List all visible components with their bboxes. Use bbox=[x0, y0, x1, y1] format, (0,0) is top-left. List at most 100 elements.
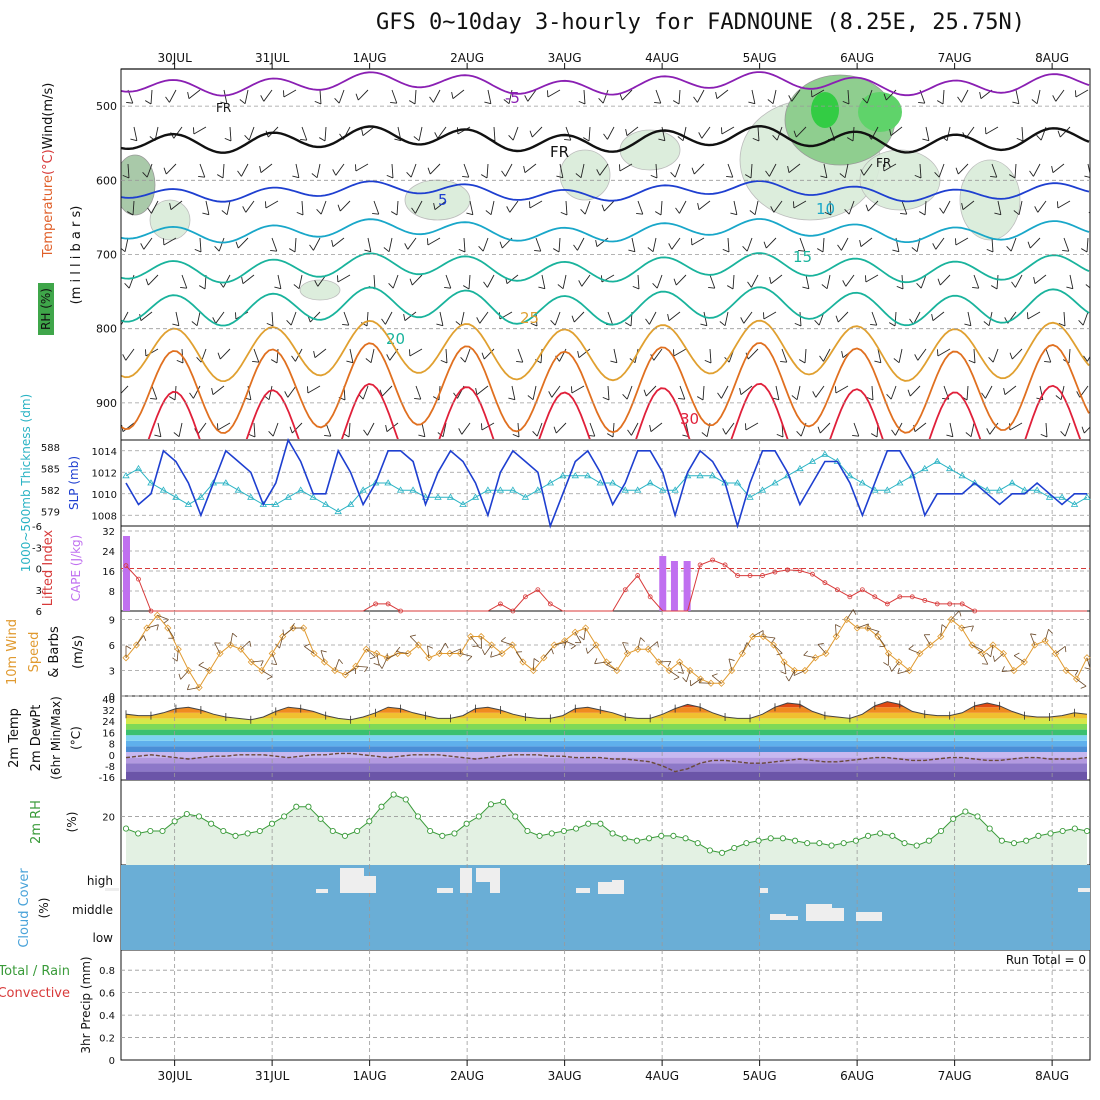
rh-line-point bbox=[195, 813, 203, 820]
wind-barb bbox=[745, 163, 753, 179]
rh-line-point bbox=[706, 847, 713, 854]
wind-barb bbox=[217, 348, 231, 360]
lifted-index-point bbox=[385, 601, 391, 607]
thickness-line-point bbox=[184, 500, 193, 507]
wind-barb bbox=[793, 126, 807, 138]
wind-barb bbox=[763, 311, 777, 320]
wind-ylabel: (m/s) bbox=[71, 635, 86, 669]
wind-barb bbox=[972, 274, 980, 289]
wind-speed-line-point bbox=[738, 649, 746, 658]
thickness-line-point bbox=[234, 486, 243, 493]
temp-ylabel: (°C) bbox=[69, 726, 83, 750]
cloud-block bbox=[316, 889, 328, 893]
wind-barb bbox=[409, 89, 417, 105]
temp-color-bands bbox=[126, 701, 1087, 780]
lifted-index-point bbox=[797, 568, 803, 574]
temp-band bbox=[126, 763, 1087, 772]
wind-barb bbox=[628, 237, 636, 253]
precip-tick-label: 0.8 bbox=[99, 966, 115, 977]
rh-line-point bbox=[804, 840, 811, 847]
rh-line-point bbox=[463, 820, 470, 827]
thickness-tick-label: 582 bbox=[41, 486, 60, 497]
wind-barb bbox=[270, 653, 278, 666]
wind-barb bbox=[147, 200, 159, 214]
thickness-line-point bbox=[995, 486, 1004, 493]
wind-barb bbox=[577, 348, 591, 358]
li-tick-label: 3 bbox=[36, 586, 42, 597]
rh-line-point bbox=[633, 837, 640, 844]
wind-barb bbox=[991, 274, 999, 290]
wind-speed-line-point bbox=[498, 649, 506, 658]
wind-barb bbox=[386, 653, 398, 660]
wind-barb bbox=[136, 635, 147, 646]
cloud-block bbox=[437, 888, 453, 893]
thickness-line-point bbox=[921, 464, 929, 472]
rh-line-point bbox=[244, 830, 251, 837]
wind-barb bbox=[791, 385, 801, 401]
dewpoint-line bbox=[125, 752, 1088, 773]
thickness-line-point bbox=[1008, 479, 1016, 486]
wind-barb bbox=[556, 163, 564, 179]
temp-band bbox=[126, 746, 1087, 752]
wind-barb bbox=[993, 653, 1004, 662]
wind-barb bbox=[499, 311, 513, 320]
wind-barb bbox=[673, 274, 687, 286]
rh-line-point bbox=[779, 835, 786, 842]
wind-barb bbox=[668, 670, 680, 681]
wind-barb bbox=[719, 311, 729, 327]
wind-barb bbox=[381, 311, 393, 325]
cloud-block bbox=[105, 888, 119, 891]
thickness-line-point bbox=[147, 479, 155, 486]
wind-speed-line-point bbox=[905, 666, 913, 675]
thickness-line-point bbox=[471, 493, 480, 500]
wind-tick-label: 9 bbox=[109, 616, 115, 627]
wind-barb bbox=[274, 274, 282, 290]
wind-barb bbox=[217, 422, 231, 431]
wind-speed-line-point bbox=[947, 615, 955, 624]
wind-barb bbox=[1003, 385, 1017, 395]
wind-barb bbox=[440, 348, 448, 364]
wind-barb bbox=[244, 126, 255, 141]
rh-line-point bbox=[816, 840, 823, 847]
rh-line-point bbox=[998, 837, 1005, 844]
wind-barb bbox=[311, 163, 321, 179]
wind-barb bbox=[418, 422, 426, 438]
wind-barb bbox=[221, 200, 231, 216]
rh-contour-region bbox=[959, 159, 1021, 241]
rh-line-point bbox=[670, 832, 677, 839]
rh-line-point bbox=[1010, 840, 1018, 847]
wind-barb bbox=[842, 274, 855, 287]
wind-barb bbox=[877, 636, 886, 648]
wind-speed-line-point bbox=[185, 666, 193, 675]
wind-barb bbox=[235, 237, 249, 249]
wind-barb bbox=[198, 163, 206, 178]
wind-barb bbox=[817, 643, 827, 654]
temp-band bbox=[126, 757, 1087, 764]
rh-area bbox=[126, 794, 1087, 865]
wind-barb bbox=[859, 237, 873, 247]
wind-barb bbox=[648, 641, 659, 650]
wind-barb bbox=[481, 422, 495, 431]
thickness-line-point bbox=[247, 493, 255, 500]
wind-barb bbox=[178, 670, 189, 680]
wind-barb bbox=[1013, 200, 1023, 216]
thickness-line-point bbox=[708, 472, 717, 479]
wind-barb bbox=[891, 422, 903, 436]
temp-band bbox=[126, 701, 1087, 708]
wind-barb bbox=[1057, 200, 1071, 209]
temp-band bbox=[126, 729, 1087, 736]
wind-barb bbox=[658, 660, 672, 667]
wind-barb bbox=[534, 237, 542, 252]
wind-barb bbox=[622, 642, 629, 654]
lifted-index-point bbox=[622, 587, 628, 593]
axis-labels: Temperature(°C)Wind(m/s) RH (%) (m i l l i… bbox=[0, 83, 93, 1054]
temperature-line bbox=[125, 701, 1088, 721]
wind-barb bbox=[654, 89, 662, 104]
date-label-top: 30JUL bbox=[157, 51, 192, 65]
rh-line-point bbox=[792, 837, 799, 844]
rh-line-point bbox=[402, 796, 409, 803]
date-label-top: 31JUL bbox=[255, 51, 290, 65]
cloud-block bbox=[760, 888, 768, 893]
thickness-line-point bbox=[671, 486, 679, 493]
thickness-tick-label: 585 bbox=[41, 465, 60, 476]
